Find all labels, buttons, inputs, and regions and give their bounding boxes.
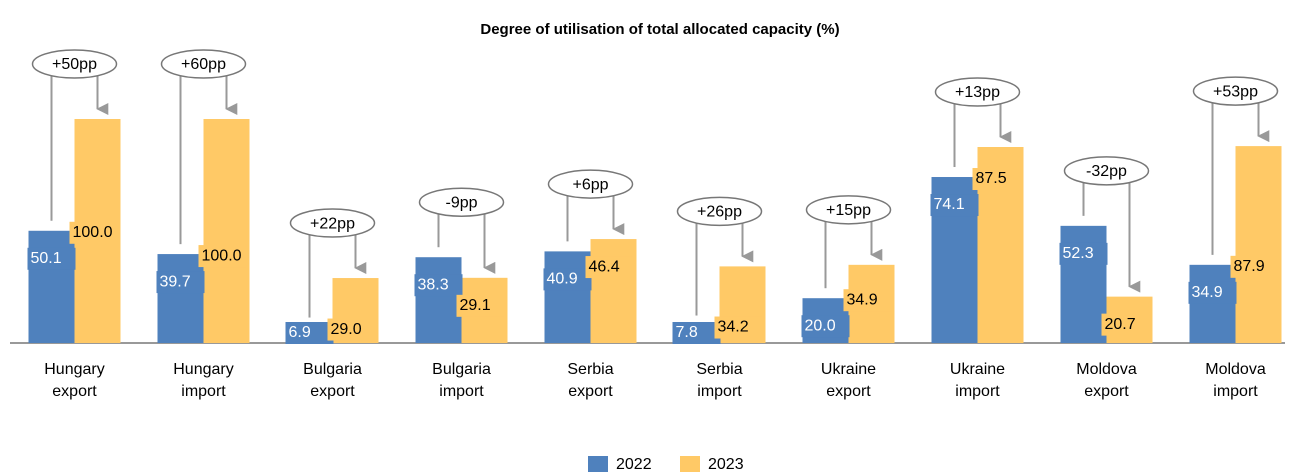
value-label-bg <box>714 316 763 339</box>
annotation: +50pp <box>52 56 97 73</box>
value-label: 87.9 <box>1234 258 1265 275</box>
value-label-bg <box>414 274 463 297</box>
value-label-bg <box>672 322 721 344</box>
bar <box>1235 146 1282 343</box>
value-label: 29.1 <box>460 297 491 314</box>
x-tick-label: export <box>568 383 613 400</box>
value-label: 34.9 <box>847 291 878 308</box>
value-label: 20.7 <box>1105 316 1136 333</box>
value-label: 100.0 <box>202 247 242 264</box>
annotation-bubble <box>31 49 118 79</box>
legend-label: 2022 <box>616 456 652 473</box>
bar <box>415 257 462 343</box>
x-tick-label: export <box>52 383 97 400</box>
x-tick-label: Hungary <box>173 361 233 378</box>
bar <box>28 230 75 343</box>
annotation-bubble <box>934 77 1021 107</box>
bar <box>203 119 250 343</box>
bar <box>1189 264 1236 343</box>
x-tick-label: Hungary <box>44 361 104 378</box>
x-tick-label: Bulgaria <box>303 361 362 378</box>
value-label-bg <box>1188 281 1237 304</box>
x-tick-label: Bulgaria <box>432 361 491 378</box>
value-label: 7.8 <box>676 324 698 341</box>
bar <box>590 239 637 343</box>
value-label: 40.9 <box>547 271 578 288</box>
x-tick-label: import <box>1213 383 1258 400</box>
x-tick-label: import <box>955 383 1000 400</box>
bar <box>157 254 204 343</box>
value-label: 20.0 <box>805 317 836 334</box>
annotation: +13pp <box>955 84 1000 101</box>
value-label: 87.5 <box>976 170 1007 187</box>
value-label: 34.2 <box>718 319 749 336</box>
bar <box>544 251 591 343</box>
value-label-bg <box>1059 242 1108 265</box>
annotation: +22pp <box>310 215 355 232</box>
annotation: +15pp <box>826 202 871 219</box>
legend-label: 2023 <box>708 456 744 473</box>
annotation: -32pp <box>1086 163 1127 180</box>
value-label-bg <box>1101 313 1150 336</box>
annotation-bubble <box>160 49 247 79</box>
x-tick-label: import <box>181 383 226 400</box>
x-tick-label: Moldova <box>1076 361 1137 378</box>
value-label-bg <box>930 194 979 217</box>
x-tick-label: import <box>697 383 742 400</box>
annotation-bubble <box>805 195 892 225</box>
value-label-bg <box>972 168 1021 191</box>
value-label: 38.3 <box>418 276 449 293</box>
value-label-bg <box>1230 255 1279 278</box>
x-tick-label: Moldova <box>1205 361 1266 378</box>
value-label: 74.1 <box>934 196 965 213</box>
annotation-bubble <box>418 187 505 217</box>
value-label-bg <box>456 294 505 317</box>
value-label-bg <box>27 247 76 270</box>
value-label: 29.0 <box>331 321 362 338</box>
annotation-bubble <box>1063 156 1150 186</box>
value-label-bg <box>198 245 247 268</box>
annotation: +6pp <box>572 176 608 193</box>
x-tick-label: export <box>1084 383 1129 400</box>
value-label-bg <box>843 289 892 312</box>
value-label-bg <box>156 271 205 294</box>
value-label: 39.7 <box>160 273 191 290</box>
value-label-bg <box>285 322 334 344</box>
x-tick-label: Ukraine <box>821 361 876 378</box>
value-label-bg <box>801 315 850 338</box>
value-label: 50.1 <box>31 250 62 267</box>
x-tick-label: Ukraine <box>950 361 1005 378</box>
value-label-bg <box>69 221 118 244</box>
value-label: 6.9 <box>289 324 311 341</box>
value-label: 34.9 <box>1192 284 1223 301</box>
annotation-bubble <box>676 196 763 227</box>
chart-title: Degree of utilisation of total allocated… <box>480 21 839 38</box>
value-label: 100.0 <box>73 224 113 241</box>
annotation: +53pp <box>1213 83 1258 100</box>
x-tick-label: export <box>826 383 871 400</box>
x-tick-label: import <box>439 383 484 400</box>
x-tick-label: Serbia <box>696 361 742 378</box>
legend-swatch <box>680 456 700 472</box>
value-label-bg <box>543 268 592 291</box>
annotation: +26pp <box>697 204 742 221</box>
x-tick-label: Serbia <box>567 361 613 378</box>
value-label: 46.4 <box>589 258 620 275</box>
legend-swatch <box>588 456 608 472</box>
x-tick-label: export <box>310 383 355 400</box>
value-label-bg <box>585 256 634 279</box>
annotation-bubble <box>547 169 634 199</box>
value-label: 52.3 <box>1063 245 1094 262</box>
annotation: -9pp <box>445 194 477 211</box>
annotation-bubble <box>289 208 376 238</box>
annotation-bubble <box>1192 76 1279 106</box>
value-label-bg <box>327 318 376 341</box>
annotation: +60pp <box>181 56 226 73</box>
